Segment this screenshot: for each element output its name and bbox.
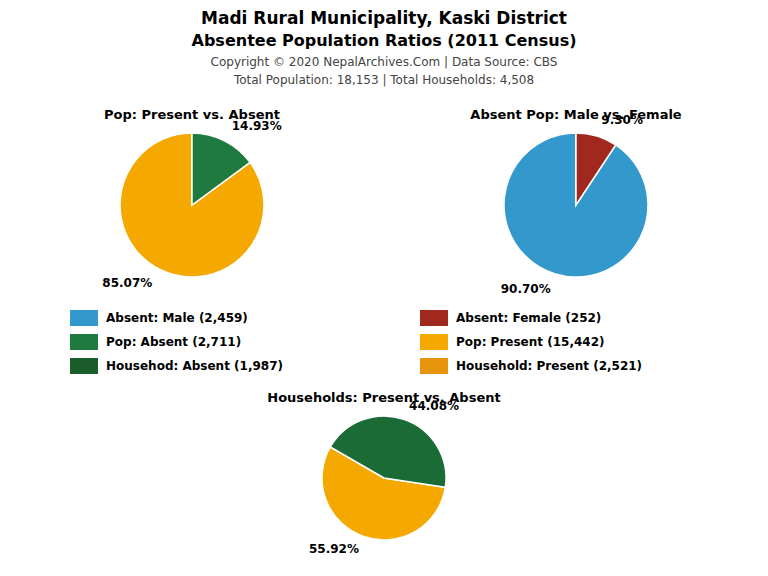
legend-label: Absent: Female (252) xyxy=(456,311,601,325)
data-label: 14.93% xyxy=(232,119,282,133)
data-labels: 85.07% 14.93% xyxy=(102,119,281,290)
legend-item: Household: Present (2,521) xyxy=(420,358,642,374)
data-label: 9.30% xyxy=(601,113,643,127)
slice xyxy=(576,133,616,205)
legend-item: Pop: Present (15,442) xyxy=(420,334,604,350)
legend-label: Pop: Present (15,442) xyxy=(456,335,604,349)
slice xyxy=(330,416,446,487)
slices xyxy=(504,133,648,277)
legend-label: Absent: Male (2,459) xyxy=(106,311,248,325)
legend-swatch xyxy=(70,334,98,350)
pie-chart: Absent Pop: Male vs. Female 90.70% 9.30% xyxy=(470,107,682,296)
data-labels: 90.70% 9.30% xyxy=(501,113,643,295)
legend-label: Househod: Absent (1,987) xyxy=(106,359,283,373)
legend-swatch xyxy=(420,334,448,350)
legend-item: Absent: Female (252) xyxy=(420,310,601,326)
annotation: Copyright © 2020 NepalArchives.Com | Dat… xyxy=(211,55,558,69)
chart-title: Households: Present vs. Absent xyxy=(267,390,500,405)
legend: Absent: Male (2,459) Absent: Female (252)… xyxy=(70,310,642,374)
legend-swatch xyxy=(70,358,98,374)
legend-item: Pop: Absent (2,711) xyxy=(70,334,241,350)
legend-label: Pop: Absent (2,711) xyxy=(106,335,241,349)
pie-chart: Pop: Present vs. Absent85.07%14.93% xyxy=(102,107,281,290)
slices xyxy=(322,416,446,540)
legend-item: Absent: Male (2,459) xyxy=(70,310,248,326)
data-labels: 55.92% 44.08% xyxy=(309,399,459,556)
legend-swatch xyxy=(420,358,448,374)
legend-label: Household: Present (2,521) xyxy=(456,359,642,373)
data-label: 55.92% xyxy=(309,542,359,556)
data-label: 44.08% xyxy=(409,399,459,413)
pie-chart: Households: Present vs. Absent 55.92% 44.0… xyxy=(267,390,500,556)
slice xyxy=(120,133,264,277)
subtitle: Absentee Population Ratios (2011 Census) xyxy=(192,31,577,50)
annotation: Total Population: 18,153 | Total Househo… xyxy=(233,73,534,87)
chart-root: Madi Rural Municipality, Kaski District A… xyxy=(0,0,768,576)
legend-swatch xyxy=(420,310,448,326)
slice xyxy=(192,133,250,205)
slice xyxy=(504,133,648,277)
legend-swatch xyxy=(70,310,98,326)
chart-title: Absent Pop: Male vs. Female xyxy=(470,107,682,122)
data-label: 85.07% xyxy=(102,276,152,290)
data-label: 90.70% xyxy=(501,282,551,296)
legend-item: Househod: Absent (1,987) xyxy=(70,358,283,374)
title: Madi Rural Municipality, Kaski District xyxy=(201,8,567,28)
slices xyxy=(120,133,264,277)
